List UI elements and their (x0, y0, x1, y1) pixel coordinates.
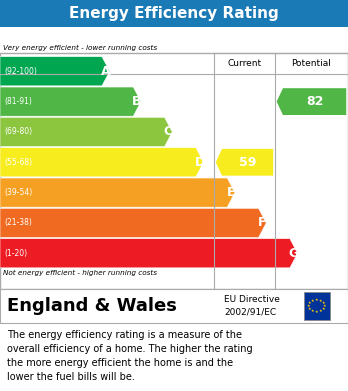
Text: England & Wales: England & Wales (7, 297, 177, 315)
Polygon shape (0, 57, 110, 86)
Text: (92-100): (92-100) (4, 67, 37, 76)
Text: ★: ★ (307, 304, 311, 308)
Polygon shape (0, 208, 266, 237)
Text: D: D (195, 156, 205, 169)
Text: (39-54): (39-54) (4, 188, 32, 197)
Text: Not energy efficient - higher running costs: Not energy efficient - higher running co… (3, 270, 158, 276)
Text: ★: ★ (308, 307, 312, 311)
Text: ★: ★ (319, 299, 322, 303)
Text: ★: ★ (315, 298, 318, 302)
Text: A: A (101, 65, 111, 78)
Text: ★: ★ (322, 307, 325, 311)
Text: Energy Efficiency Rating: Energy Efficiency Rating (69, 6, 279, 21)
Text: F: F (258, 217, 267, 230)
Text: ★: ★ (308, 301, 312, 305)
Polygon shape (0, 87, 141, 116)
Text: Potential: Potential (292, 59, 331, 68)
Text: (69-80): (69-80) (4, 127, 32, 136)
Polygon shape (0, 117, 172, 147)
Text: The energy efficiency rating is a measure of the
overall efficiency of a home. T: The energy efficiency rating is a measur… (7, 330, 253, 382)
Polygon shape (216, 149, 273, 176)
Bar (0, 289, 348, 323)
Text: 59: 59 (239, 156, 256, 169)
Text: ★: ★ (319, 309, 322, 313)
Bar (0, 0, 348, 27)
Text: 82: 82 (306, 95, 324, 108)
Text: Current: Current (227, 59, 262, 68)
Text: ★: ★ (311, 309, 315, 313)
Text: (81-91): (81-91) (4, 97, 32, 106)
Text: B: B (132, 95, 142, 108)
Text: C: C (164, 126, 173, 138)
Bar (303, 292, 330, 320)
Text: (1-20): (1-20) (4, 249, 27, 258)
Polygon shape (0, 148, 204, 177)
Text: E: E (227, 186, 235, 199)
Text: EU Directive
2002/91/EC: EU Directive 2002/91/EC (224, 295, 280, 317)
Text: ★: ★ (315, 310, 318, 314)
Text: ★: ★ (323, 304, 326, 308)
Polygon shape (0, 178, 235, 207)
Text: ★: ★ (311, 299, 315, 303)
Polygon shape (0, 239, 298, 268)
Bar (0, 53, 348, 289)
Text: (21-38): (21-38) (4, 219, 32, 228)
Text: ★: ★ (322, 301, 325, 305)
Text: G: G (288, 247, 299, 260)
Text: (55-68): (55-68) (4, 158, 32, 167)
Polygon shape (277, 88, 346, 115)
Text: Very energy efficient - lower running costs: Very energy efficient - lower running co… (3, 45, 158, 51)
